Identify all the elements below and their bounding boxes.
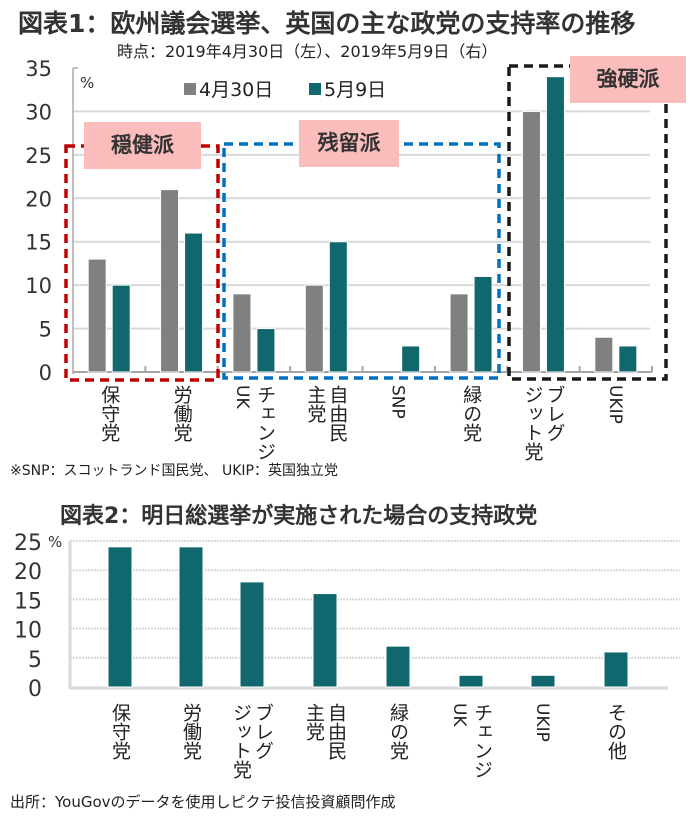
x-label: UK	[231, 385, 252, 409]
remain-group-label: 残留派	[299, 120, 399, 167]
x-label: 主党	[303, 703, 325, 741]
x-label: 緑の党	[460, 385, 483, 442]
bar-may9-4	[401, 345, 421, 373]
bar-apr30-5	[449, 293, 469, 373]
y-tick-label: 15	[25, 231, 52, 255]
y-tick-label: 15	[14, 589, 42, 614]
bar-may9-5	[473, 275, 493, 373]
x-label: SNP	[387, 385, 408, 419]
x-label: チェンジ	[253, 385, 276, 461]
bar-may9-1	[184, 232, 204, 373]
chart2-plot: 0 5 10 15 20 25%	[14, 531, 680, 700]
y-tick-label: 5	[39, 318, 52, 342]
y-tick-label: 0	[28, 677, 42, 700]
legend-swatch-may9	[309, 83, 321, 95]
y-tick-label: 35	[25, 57, 52, 81]
x-label: ブレグ	[543, 385, 566, 442]
legend-swatch-apr30	[184, 83, 196, 95]
x-label: ジット党	[521, 385, 544, 461]
x-label: 保守党	[98, 385, 121, 442]
y-tick-label: 5	[28, 648, 42, 673]
x-label: UK	[449, 703, 469, 727]
y-tick-label: 25	[14, 531, 42, 556]
x-label: UKIP	[604, 385, 625, 424]
bar-may9-0	[111, 284, 131, 373]
x-label: チェンジ	[471, 703, 493, 779]
bar-may9-7	[618, 345, 638, 373]
bar-5	[458, 674, 484, 688]
chart1-subtitle: 時点：2019年4月30日（左）、2019年5月9日（右）	[117, 42, 498, 61]
unit-label: %	[48, 533, 62, 551]
bar-6	[530, 674, 556, 688]
bar-7	[603, 651, 629, 688]
x-label: ジット党	[230, 703, 252, 779]
y-tick-label: 25	[25, 144, 52, 168]
y-tick-label: 10	[14, 619, 42, 644]
chart2-title: 図表2：明日総選挙が実施された場合の支持政党	[60, 504, 538, 529]
bar-may9-2	[256, 328, 276, 373]
y-tick-label: 0	[39, 361, 52, 385]
legend-label-may9: 5月9日	[324, 79, 386, 101]
hardline-group-label: 強硬派	[570, 56, 686, 103]
footnote: ※SNP：スコットランド国民党、 UKIP：英国独立党	[10, 463, 338, 479]
x-label: UKIP	[532, 703, 552, 742]
x-label: 自由民	[326, 385, 349, 442]
bar-apr30-7	[594, 336, 614, 373]
x-label: 労働党	[170, 385, 193, 442]
legend-label-apr30: 4月30日	[199, 79, 273, 101]
chart1-title: 図表1：欧州議会選挙、英国の主な政党の支持率の推移	[18, 9, 636, 38]
bar-3	[312, 593, 338, 688]
chart1-plot: 0 5 10 15 20 25 30 35% 4月30日 5月9日	[25, 57, 668, 385]
y-tick-label: 20	[14, 560, 42, 585]
y-tick-label: 30	[25, 100, 52, 124]
x-label: ブレグ	[252, 703, 274, 760]
bar-apr30-3	[304, 284, 324, 373]
bar-4	[385, 645, 411, 688]
x-label: 主党	[304, 385, 327, 423]
x-label: 自由民	[325, 703, 347, 760]
x-label: その他	[605, 703, 627, 760]
bar-1	[178, 546, 204, 688]
unit-label: %	[80, 74, 94, 92]
y-tick-label: 20	[25, 187, 52, 211]
bar-may9-6	[545, 76, 565, 373]
bar-apr30-2	[232, 293, 252, 373]
bar-apr30-1	[160, 189, 180, 373]
x-label: 保守党	[109, 703, 131, 760]
bar-0	[107, 546, 133, 688]
y-tick-label: 10	[25, 274, 52, 298]
bar-may9-3	[328, 241, 348, 373]
x-label: 緑の党	[387, 703, 409, 760]
moderate-group-label: 穏健派	[84, 122, 201, 169]
bar-apr30-0	[87, 258, 107, 373]
source-note: 出所：YouGovのデータを使用しピクテ投信投資顧問作成	[10, 793, 396, 811]
bar-apr30-6	[521, 110, 541, 373]
x-label: 労働党	[180, 703, 202, 760]
bar-2	[239, 581, 265, 688]
